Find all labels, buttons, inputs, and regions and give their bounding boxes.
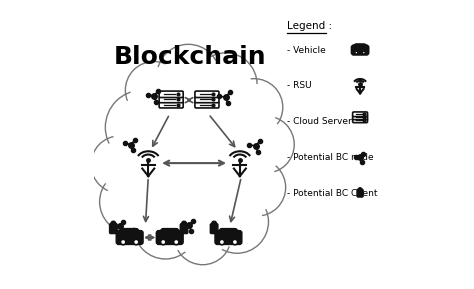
Circle shape — [131, 81, 257, 208]
FancyBboxPatch shape — [195, 91, 219, 97]
Circle shape — [154, 84, 234, 164]
Circle shape — [161, 92, 227, 157]
Circle shape — [212, 221, 217, 226]
FancyBboxPatch shape — [161, 229, 179, 239]
FancyBboxPatch shape — [353, 118, 367, 123]
Circle shape — [114, 119, 188, 193]
FancyBboxPatch shape — [215, 231, 242, 244]
Circle shape — [200, 108, 256, 164]
Circle shape — [126, 125, 188, 188]
Circle shape — [96, 141, 143, 188]
Circle shape — [91, 136, 148, 193]
Circle shape — [157, 44, 220, 107]
Circle shape — [160, 76, 228, 144]
FancyBboxPatch shape — [180, 224, 188, 234]
Circle shape — [120, 239, 126, 245]
FancyBboxPatch shape — [353, 112, 367, 117]
Circle shape — [200, 119, 274, 193]
FancyBboxPatch shape — [219, 229, 237, 239]
FancyBboxPatch shape — [159, 101, 183, 108]
Circle shape — [211, 196, 263, 248]
Text: - Potential BC Client: - Potential BC Client — [287, 189, 378, 198]
Circle shape — [226, 79, 283, 136]
FancyBboxPatch shape — [210, 224, 218, 234]
Circle shape — [164, 142, 225, 204]
Circle shape — [100, 170, 163, 233]
Circle shape — [182, 221, 186, 226]
Circle shape — [179, 213, 226, 260]
Circle shape — [131, 130, 182, 182]
Circle shape — [126, 62, 182, 119]
Circle shape — [231, 84, 278, 131]
Circle shape — [237, 116, 294, 173]
Circle shape — [112, 97, 173, 158]
Circle shape — [232, 239, 237, 245]
FancyBboxPatch shape — [116, 231, 143, 244]
FancyBboxPatch shape — [352, 45, 369, 55]
Text: - RSU: - RSU — [287, 81, 312, 90]
Circle shape — [200, 59, 251, 110]
Circle shape — [173, 239, 179, 245]
Circle shape — [157, 136, 231, 210]
FancyBboxPatch shape — [121, 229, 138, 239]
FancyBboxPatch shape — [357, 189, 363, 197]
Circle shape — [242, 121, 289, 168]
Text: - Cloud Server: - Cloud Server — [287, 117, 352, 126]
FancyBboxPatch shape — [353, 115, 367, 120]
Circle shape — [228, 159, 286, 216]
Circle shape — [140, 202, 191, 253]
Circle shape — [160, 76, 228, 144]
FancyBboxPatch shape — [109, 224, 117, 234]
Circle shape — [134, 239, 139, 245]
Text: - Vehicle: - Vehicle — [287, 46, 326, 55]
Circle shape — [105, 176, 157, 227]
Circle shape — [174, 208, 231, 265]
Circle shape — [206, 190, 268, 253]
Circle shape — [130, 67, 177, 114]
Circle shape — [200, 119, 274, 193]
Text: Legend :: Legend : — [287, 21, 332, 32]
Text: Blockchain: Blockchain — [113, 45, 266, 69]
Circle shape — [134, 196, 197, 259]
Circle shape — [358, 188, 362, 191]
Circle shape — [163, 50, 214, 102]
Circle shape — [161, 239, 166, 245]
FancyBboxPatch shape — [159, 96, 183, 103]
FancyBboxPatch shape — [195, 96, 219, 103]
Text: - Potential BC node: - Potential BC node — [287, 153, 374, 162]
FancyBboxPatch shape — [156, 231, 183, 244]
FancyBboxPatch shape — [195, 101, 219, 108]
Circle shape — [146, 130, 243, 227]
Circle shape — [362, 51, 365, 54]
Circle shape — [114, 119, 188, 193]
Circle shape — [194, 53, 257, 116]
Circle shape — [355, 51, 358, 54]
Circle shape — [219, 239, 225, 245]
Circle shape — [146, 130, 243, 227]
FancyBboxPatch shape — [354, 44, 366, 52]
FancyBboxPatch shape — [159, 91, 183, 97]
Circle shape — [234, 164, 281, 211]
Circle shape — [194, 101, 263, 170]
Circle shape — [105, 90, 180, 164]
Circle shape — [111, 221, 116, 226]
Circle shape — [131, 81, 257, 208]
